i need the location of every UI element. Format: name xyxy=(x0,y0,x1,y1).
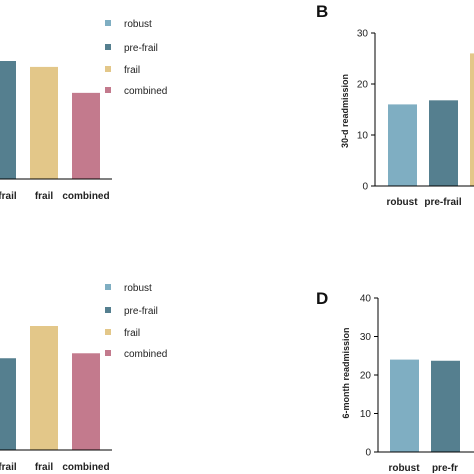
bar-frail xyxy=(30,66,58,179)
y-tick-label: 10 xyxy=(360,409,372,420)
panel-c-legend: robust pre-frail frail combined xyxy=(105,283,167,360)
panel-c-bars xyxy=(0,326,100,450)
panel-c-legend-pre-frail: pre-frail xyxy=(124,306,158,317)
y-tick-label: 40 xyxy=(360,294,372,305)
panel-d-bars xyxy=(390,359,460,452)
panel-a-legend-swatch-pre-frail xyxy=(105,44,111,50)
panel-b-cat-label-2: pre-frail xyxy=(424,197,461,208)
panel-d-y-axis-label: 6-month readmission xyxy=(341,327,351,418)
bar-frail xyxy=(30,326,58,450)
y-tick-label: 20 xyxy=(357,80,369,91)
panel-a-cat-label-1: e-frail xyxy=(0,191,17,202)
panel-a-bars xyxy=(0,61,100,179)
panel-b-label: B xyxy=(316,2,328,21)
panel-c-legend-swatch-pre-frail xyxy=(105,307,111,313)
panel-a-legend-swatch-combined xyxy=(105,87,111,93)
panel-a: e-frail frail combined robust pre-frail … xyxy=(0,19,167,202)
panel-b-y-axis-label: 30-d readmission xyxy=(340,74,350,148)
panel-d-label: D xyxy=(316,289,328,308)
y-tick-label: 10 xyxy=(357,131,369,142)
panel-c-legend-swatch-robust xyxy=(105,284,111,290)
panel-c-legend-swatch-combined xyxy=(105,350,111,356)
bar-robust xyxy=(390,359,419,452)
panel-a-legend-robust: robust xyxy=(124,19,152,30)
bar-pre-frail xyxy=(431,360,460,452)
panel-a-legend-frail: frail xyxy=(124,65,140,76)
panel-a-cat-label-2: frail xyxy=(35,191,54,202)
panel-c-legend-frail: frail xyxy=(124,328,140,339)
panel-b: B 30-d readmission 0 10 20 30 robust pre-fr… xyxy=(316,2,474,208)
y-tick-label: 0 xyxy=(365,448,371,459)
panel-c-cat-label-2: frail xyxy=(35,462,54,473)
y-tick-label: 30 xyxy=(360,332,372,343)
panel-d: D 6-month readmission 0 10 20 30 40 robust p… xyxy=(316,289,474,474)
panel-b-cat-label-1: robust xyxy=(386,197,418,208)
y-tick-label: 30 xyxy=(357,29,369,40)
panel-a-cat-label-3: combined xyxy=(62,191,109,202)
panel-b-bars xyxy=(388,53,474,187)
panel-c-cat-label-1: e-frail xyxy=(0,462,17,473)
panel-b-y-ticks: 0 10 20 30 xyxy=(357,29,375,193)
panel-a-legend-pre-frail: pre-frail xyxy=(124,43,158,54)
bar-frail xyxy=(470,53,474,187)
panel-a-legend-swatch-frail xyxy=(105,66,111,72)
bar-pre-frail xyxy=(429,100,458,186)
panel-a-legend-swatch-robust xyxy=(105,20,111,26)
panel-d-cat-label-1: robust xyxy=(388,463,420,474)
panel-a-legend: robust pre-frail frail combined xyxy=(105,19,167,97)
y-tick-label: 0 xyxy=(362,182,368,193)
panel-d-y-ticks: 0 10 20 30 40 xyxy=(360,294,378,459)
panel-a-legend-combined: combined xyxy=(124,86,167,97)
panel-c: e-frail frail combined robust pre-frail … xyxy=(0,283,167,473)
panel-c-legend-swatch-frail xyxy=(105,329,111,335)
panel-c-cat-label-3: combined xyxy=(62,462,109,473)
panel-c-legend-combined: combined xyxy=(124,349,167,360)
bar-combined xyxy=(72,353,100,450)
panel-c-legend-robust: robust xyxy=(124,283,152,294)
bar-combined xyxy=(72,92,100,179)
bar-pre-frail xyxy=(0,358,16,450)
bar-pre-frail xyxy=(0,61,16,179)
y-tick-label: 20 xyxy=(360,371,372,382)
panel-d-cat-label-2: pre-fr xyxy=(432,463,458,474)
bar-robust xyxy=(388,104,417,186)
